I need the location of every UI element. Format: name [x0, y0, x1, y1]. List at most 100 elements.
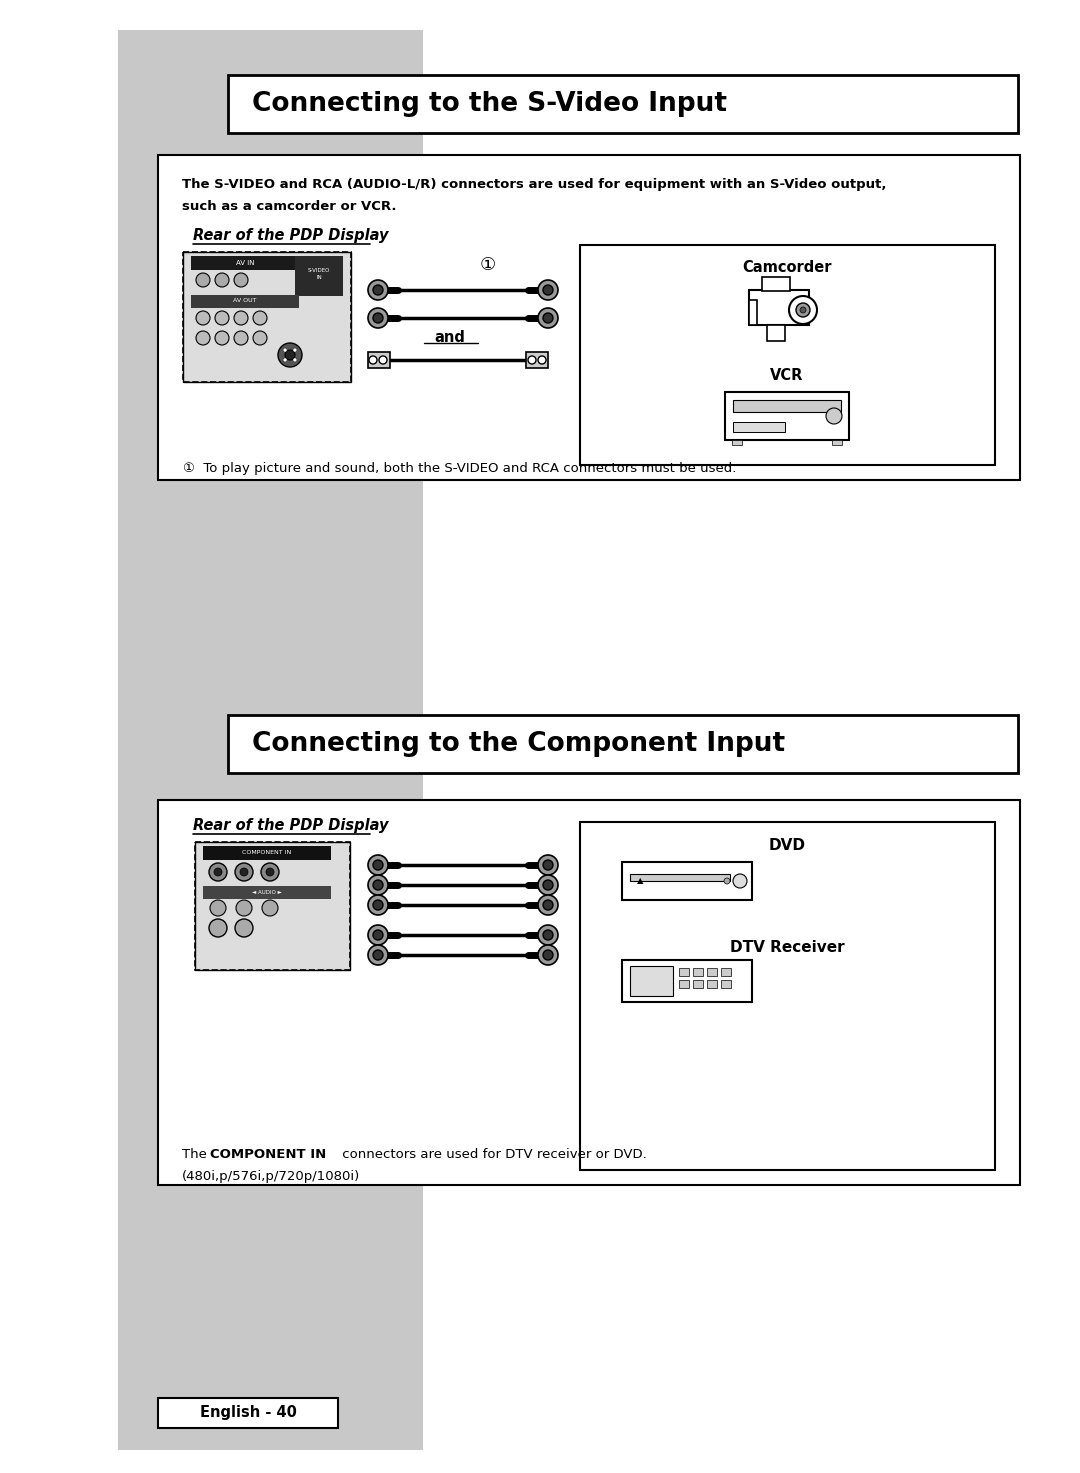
Circle shape	[724, 878, 730, 884]
Bar	[191, 295, 299, 308]
Circle shape	[215, 273, 229, 287]
Bar	[679, 968, 689, 977]
Circle shape	[368, 308, 388, 328]
Text: English - 40: English - 40	[200, 1405, 296, 1420]
Circle shape	[215, 331, 229, 345]
Text: AV OUT: AV OUT	[233, 299, 257, 303]
Circle shape	[373, 860, 383, 871]
Bar	[693, 968, 703, 977]
Circle shape	[373, 950, 383, 960]
Text: such as a camcorder or VCR.: such as a camcorder or VCR.	[183, 200, 396, 214]
Circle shape	[210, 919, 227, 937]
Text: Connecting to the Component Input: Connecting to the Component Input	[252, 731, 785, 757]
Bar	[750, 300, 757, 326]
Bar	[195, 843, 350, 971]
Circle shape	[789, 296, 816, 324]
Circle shape	[234, 311, 248, 326]
Circle shape	[538, 946, 558, 965]
Bar	[203, 846, 330, 860]
Circle shape	[195, 273, 210, 287]
Bar	[228, 714, 1018, 773]
Bar	[762, 277, 789, 292]
Text: DVD: DVD	[769, 838, 806, 853]
Circle shape	[283, 358, 287, 362]
Circle shape	[210, 863, 227, 881]
Circle shape	[528, 356, 536, 364]
Circle shape	[543, 312, 553, 323]
Circle shape	[210, 900, 226, 916]
Circle shape	[538, 356, 546, 364]
Circle shape	[235, 863, 253, 881]
Circle shape	[293, 348, 297, 352]
Bar	[732, 440, 742, 445]
Bar	[750, 290, 809, 326]
Circle shape	[800, 306, 806, 312]
Circle shape	[373, 929, 383, 940]
Circle shape	[543, 860, 553, 871]
Circle shape	[195, 331, 210, 345]
Bar	[118, 29, 423, 1449]
Text: ▲: ▲	[637, 876, 644, 885]
Circle shape	[368, 875, 388, 896]
Circle shape	[373, 900, 383, 910]
Bar	[707, 980, 717, 988]
Circle shape	[253, 311, 267, 326]
Bar	[693, 980, 703, 988]
Text: VCR: VCR	[770, 368, 804, 383]
Circle shape	[237, 900, 252, 916]
Bar	[195, 843, 350, 971]
Circle shape	[538, 875, 558, 896]
Circle shape	[262, 900, 278, 916]
Bar	[526, 352, 548, 368]
Circle shape	[538, 280, 558, 300]
Circle shape	[543, 929, 553, 940]
Circle shape	[278, 343, 302, 367]
Bar	[228, 75, 1018, 133]
Circle shape	[368, 280, 388, 300]
Text: ①: ①	[480, 256, 496, 274]
Bar	[679, 980, 689, 988]
Text: S-VIDEO
IN: S-VIDEO IN	[308, 268, 330, 280]
Bar	[767, 326, 785, 342]
Bar	[630, 873, 730, 881]
Circle shape	[538, 854, 558, 875]
Circle shape	[293, 358, 297, 362]
Text: The: The	[183, 1147, 211, 1161]
Circle shape	[543, 284, 553, 295]
Circle shape	[373, 312, 383, 323]
Circle shape	[826, 408, 842, 424]
Text: COMPONENT IN: COMPONENT IN	[242, 850, 292, 856]
Circle shape	[368, 946, 388, 965]
Bar	[630, 966, 673, 996]
Circle shape	[538, 896, 558, 915]
Circle shape	[538, 925, 558, 946]
Circle shape	[215, 311, 229, 326]
Circle shape	[214, 868, 222, 876]
Bar	[368, 352, 390, 368]
Circle shape	[373, 284, 383, 295]
Bar	[158, 155, 1020, 480]
Text: The S-VIDEO and RCA (AUDIO-L/R) connectors are used for equipment with an S-Vide: The S-VIDEO and RCA (AUDIO-L/R) connecto…	[183, 178, 887, 191]
Bar	[580, 822, 995, 1170]
Bar	[707, 968, 717, 977]
Bar	[158, 1398, 338, 1427]
Circle shape	[285, 351, 295, 359]
Text: ◄ AUDIO ►: ◄ AUDIO ►	[252, 890, 282, 894]
Circle shape	[283, 348, 287, 352]
Text: ①  To play picture and sound, both the S-VIDEO and RCA connectors must be used.: ① To play picture and sound, both the S-…	[183, 463, 737, 474]
Text: Connecting to the S-Video Input: Connecting to the S-Video Input	[252, 91, 727, 116]
Text: COMPONENT IN: COMPONENT IN	[210, 1147, 326, 1161]
Bar	[733, 421, 785, 432]
Circle shape	[538, 308, 558, 328]
Bar	[733, 401, 841, 412]
Circle shape	[733, 873, 747, 888]
Bar	[622, 862, 752, 900]
Bar	[183, 252, 351, 382]
Bar	[725, 392, 849, 440]
Circle shape	[235, 919, 253, 937]
Bar	[580, 245, 995, 465]
Circle shape	[369, 356, 377, 364]
Circle shape	[543, 950, 553, 960]
Circle shape	[234, 273, 248, 287]
Circle shape	[368, 854, 388, 875]
